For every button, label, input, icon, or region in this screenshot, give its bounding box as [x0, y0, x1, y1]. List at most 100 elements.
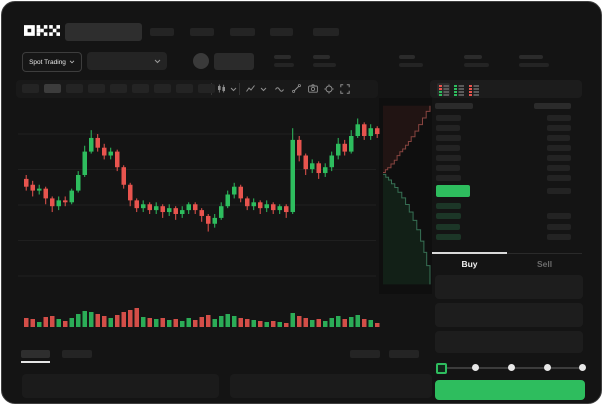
bid-price-bar — [436, 234, 461, 240]
ticker-stat-label — [464, 55, 482, 59]
chevron-down-icon — [69, 60, 75, 64]
expand-icon[interactable] — [339, 83, 350, 94]
market-type-dropdown[interactable]: Spot Trading — [22, 52, 82, 72]
order-book-ask-row[interactable] — [432, 154, 584, 163]
bid-amount-bar — [547, 224, 571, 230]
bottom-panel-skeleton — [230, 374, 432, 398]
ask-price-bar — [436, 115, 461, 121]
pair-selector-dropdown[interactable] — [87, 52, 167, 70]
nav-item-skeleton[interactable] — [190, 28, 214, 36]
nav-item-skeleton[interactable] — [230, 28, 255, 36]
order-book-ask-row[interactable] — [432, 114, 584, 123]
trendline-icon[interactable] — [291, 83, 301, 94]
bottom-panel-skeleton — [22, 374, 219, 398]
timeframe-button-skeleton[interactable] — [88, 84, 105, 93]
orderbook-toolbar — [430, 80, 582, 98]
ask-price-bar — [436, 155, 461, 161]
order-amount-field-skeleton[interactable] — [435, 303, 583, 327]
ask-price-bar — [436, 145, 460, 151]
order-price-field-skeleton[interactable] — [435, 275, 583, 299]
order-book-ask-row[interactable] — [432, 174, 584, 183]
avatar[interactable] — [193, 53, 209, 69]
chart-bottom-tab[interactable] — [62, 350, 92, 358]
book-combined-icon[interactable] — [437, 83, 450, 96]
order-book-ask-row[interactable] — [432, 144, 584, 153]
ask-price-bar — [436, 125, 460, 131]
bid-amount-bar — [547, 213, 571, 219]
chart-toolbar — [16, 80, 378, 98]
ask-amount-bar — [547, 125, 571, 131]
chevron-down-icon[interactable] — [229, 86, 237, 92]
ticker-stat-value — [399, 63, 423, 67]
timeframe-button-skeleton[interactable] — [132, 84, 149, 93]
bid-amount-bar — [547, 234, 571, 240]
candlestick-chart[interactable] — [16, 98, 432, 334]
slider-stop-50[interactable] — [508, 364, 515, 371]
timeframe-button-skeleton[interactable] — [154, 84, 171, 93]
amount-slider[interactable] — [435, 360, 586, 375]
wave-icon[interactable] — [274, 84, 284, 94]
book-bids-icon[interactable] — [452, 83, 465, 96]
ticker-stat-value — [519, 63, 549, 67]
ask-amount-bar — [547, 145, 571, 151]
search-input[interactable] — [65, 23, 142, 41]
slider-stop-100[interactable] — [579, 364, 586, 371]
timeframe-button-skeleton[interactable] — [22, 84, 39, 93]
chart-bottom-action[interactable] — [389, 350, 419, 358]
timeframe-button-skeleton[interactable] — [198, 84, 215, 93]
ask-price-bar — [436, 135, 461, 141]
ticker-stat-label — [274, 55, 291, 59]
buy-tab-indicator — [432, 252, 507, 254]
ticker-stat-label — [313, 55, 330, 59]
bid-price-bar — [436, 224, 460, 230]
toolbar-divider — [239, 83, 240, 95]
slider-handle[interactable] — [436, 363, 447, 374]
chevron-down-icon[interactable] — [259, 86, 267, 92]
order-book-bid-row[interactable] — [432, 212, 584, 221]
order-book-bid-row[interactable] — [432, 233, 584, 242]
ask-amount-bar — [547, 135, 570, 141]
orderbook-col-header-amount — [534, 103, 571, 109]
nav-item-skeleton[interactable] — [313, 28, 339, 36]
account-button-skeleton[interactable] — [214, 53, 254, 70]
ask-price-bar — [436, 165, 460, 171]
ticker-stat-value — [313, 63, 336, 67]
order-book-bid-row[interactable] — [432, 202, 584, 211]
slider-stop-75[interactable] — [544, 364, 551, 371]
logo-text: OKX — [2, 2, 3, 3]
order-book-ask-row[interactable] — [432, 134, 584, 143]
ask-price-bar — [436, 175, 461, 181]
settings-icon[interactable] — [323, 83, 334, 94]
nav-item-skeleton[interactable] — [150, 28, 174, 36]
last-amount-bar — [547, 188, 571, 194]
order-book-last-price-row[interactable] — [432, 183, 584, 199]
okx-logo — [24, 25, 60, 36]
tab-buy[interactable]: Buy — [461, 259, 478, 269]
timeframe-button-skeleton[interactable] — [110, 84, 127, 93]
slider-stop-25[interactable] — [472, 364, 479, 371]
order-book-ask-row[interactable] — [432, 124, 584, 133]
buy-submit-button[interactable] — [435, 380, 585, 400]
order-book-ask-row[interactable] — [432, 164, 584, 173]
indicator-icon[interactable] — [245, 83, 255, 94]
timeframe-button-skeleton[interactable] — [44, 84, 61, 93]
order-total-field-skeleton[interactable] — [435, 331, 583, 353]
ask-amount-bar — [547, 175, 571, 181]
timeframe-button-skeleton[interactable] — [176, 84, 193, 93]
last-price-pill — [436, 185, 470, 197]
nav-item-skeleton[interactable] — [270, 28, 293, 36]
book-asks-icon[interactable] — [467, 83, 480, 96]
timeframe-button-skeleton[interactable] — [66, 84, 83, 93]
chart-bottom-action[interactable] — [350, 350, 380, 358]
candle-type-icon[interactable] — [216, 83, 226, 94]
bid-price-bar — [436, 203, 461, 209]
ticker-stat-label — [519, 55, 543, 59]
camera-icon[interactable] — [307, 83, 318, 94]
tab-divider — [432, 253, 582, 254]
active-tab-underline — [21, 361, 50, 363]
bid-price-bar — [436, 213, 461, 219]
order-book-bid-row[interactable] — [432, 223, 584, 232]
tab-sell[interactable]: Sell — [536, 259, 553, 269]
chart-bottom-tab-active[interactable] — [21, 350, 50, 358]
